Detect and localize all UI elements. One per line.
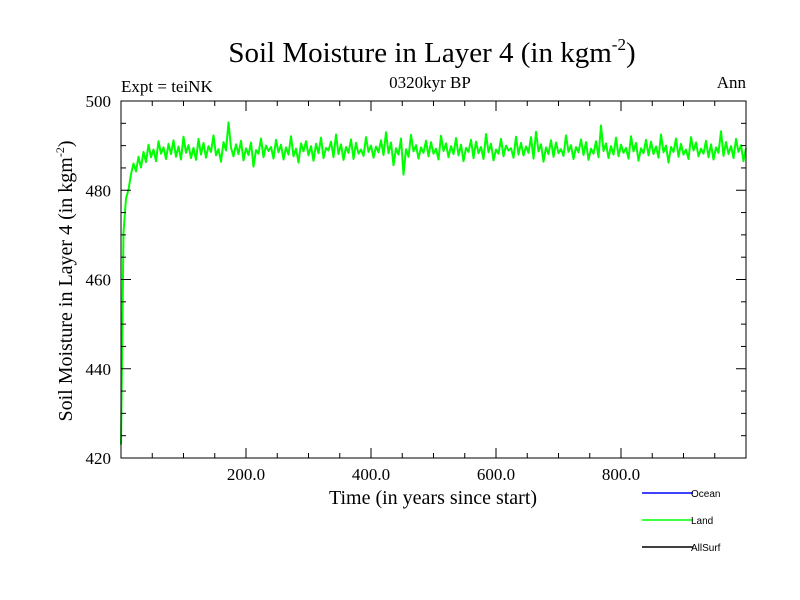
x-tick-label: 400.0 (352, 465, 390, 484)
season-label: Ann (717, 73, 747, 92)
series-land-line (120, 121, 747, 445)
legend-ocean-label: Ocean (691, 489, 720, 500)
y-tick-label: 440 (86, 360, 112, 379)
x-tick-label: 200.0 (227, 465, 265, 484)
chart-title: Soil Moisture in Layer 4 (in kgm-2) (228, 35, 635, 69)
x-tick-label: 800.0 (602, 465, 640, 484)
legend-allsurf-label: AllSurf (691, 543, 721, 554)
expt-label: Expt = teiNK (121, 77, 213, 96)
y-tick-label: 420 (86, 449, 112, 468)
y-tick-label: 500 (86, 92, 112, 111)
y-tick-label: 480 (86, 181, 112, 200)
chart-subtitle: 0320kyr BP (389, 73, 471, 92)
x-tick-label: 600.0 (477, 465, 515, 484)
axis-ticks (121, 100, 746, 459)
legend: Ocean Land AllSurf (642, 489, 721, 554)
y-axis-label: Soil Moisture in Layer 4 (in kgm-2) (53, 140, 77, 421)
y-tick-label: 460 (86, 271, 112, 290)
legend-land-label: Land (691, 516, 713, 527)
x-axis-label: Time (in years since start) (329, 487, 537, 509)
